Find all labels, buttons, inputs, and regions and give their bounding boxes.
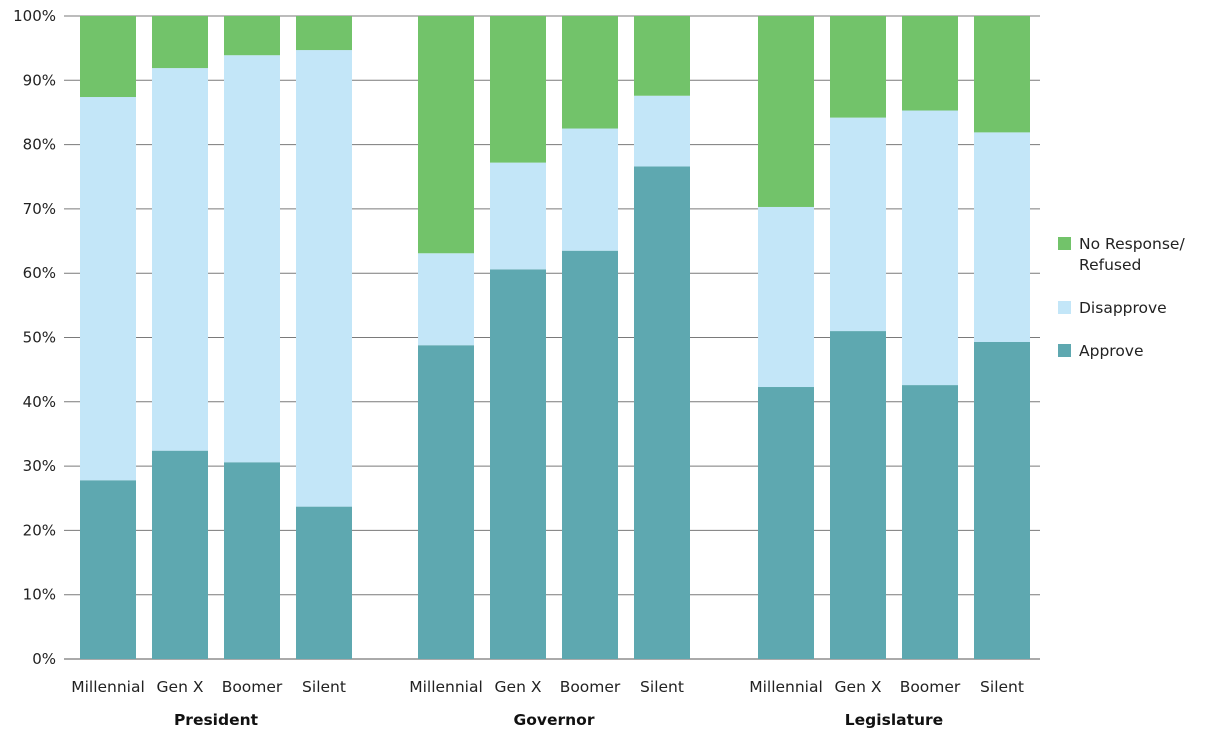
bar-segment-disapprove bbox=[902, 110, 958, 386]
x-axis-labels: Millennial Gen X Boomer Silent President Mill… bbox=[71, 678, 1024, 729]
bar-segment-disapprove bbox=[490, 162, 546, 270]
y-axis-ticks: 0% 10% 20% 30% 40% 50% 60% 70% 80% 90% 100% bbox=[13, 7, 56, 668]
group-label: President bbox=[174, 711, 259, 729]
legend: No Response/ Refused Disapprove Approve bbox=[1058, 234, 1208, 384]
legend-label: Approve bbox=[1079, 342, 1144, 360]
y-tick-label: 0% bbox=[32, 650, 56, 668]
legend-item: Disapprove bbox=[1058, 298, 1208, 319]
legend-swatch bbox=[1058, 344, 1071, 357]
group-label: Legislature bbox=[845, 711, 943, 729]
bar-segment-disapprove bbox=[830, 117, 886, 332]
bar-segment-no-response-refused bbox=[152, 16, 208, 69]
legend-swatch bbox=[1058, 301, 1071, 314]
bar-segment-no-response-refused bbox=[562, 16, 618, 129]
legend-swatch bbox=[1058, 237, 1071, 250]
y-tick-label: 70% bbox=[23, 200, 56, 218]
bar-segment-no-response-refused bbox=[224, 16, 280, 56]
bar-segment-approve bbox=[296, 506, 352, 659]
bar-segment-approve bbox=[902, 385, 958, 659]
bar-segment-approve bbox=[490, 269, 546, 659]
y-tick-label: 40% bbox=[23, 393, 56, 411]
bar-segment-no-response-refused bbox=[902, 16, 958, 111]
x-category-label: Silent bbox=[640, 678, 684, 696]
x-category-label: Boomer bbox=[560, 678, 621, 696]
x-category-label: Silent bbox=[980, 678, 1024, 696]
bar-segment-no-response-refused bbox=[974, 16, 1030, 133]
bar-segment-no-response-refused bbox=[758, 16, 814, 207]
x-category-label: Millennial bbox=[749, 678, 823, 696]
bar-segment-disapprove bbox=[152, 68, 208, 451]
y-tick-label: 30% bbox=[23, 457, 56, 475]
x-category-label: Millennial bbox=[409, 678, 483, 696]
bar-segment-no-response-refused bbox=[490, 16, 546, 163]
y-tick-label: 50% bbox=[23, 329, 56, 347]
bar-segment-disapprove bbox=[758, 206, 814, 388]
legend-label: No Response/ Refused bbox=[1079, 235, 1185, 274]
y-tick-label: 60% bbox=[23, 264, 56, 282]
y-tick-label: 20% bbox=[23, 521, 56, 539]
x-category-label: Gen X bbox=[835, 678, 882, 696]
x-category-label: Boomer bbox=[222, 678, 283, 696]
legend-label: Disapprove bbox=[1079, 299, 1167, 317]
bar-segment-disapprove bbox=[296, 50, 352, 507]
bar-segment-no-response-refused bbox=[296, 16, 352, 51]
bar-segment-no-response-refused bbox=[634, 16, 690, 96]
bar-segment-approve bbox=[80, 480, 136, 659]
y-tick-label: 10% bbox=[23, 586, 56, 604]
bar-segment-approve bbox=[830, 331, 886, 659]
bar-segment-disapprove bbox=[974, 132, 1030, 343]
gridlines bbox=[64, 15, 1040, 660]
bar-segment-approve bbox=[152, 450, 208, 659]
group-label: Governor bbox=[514, 711, 595, 729]
legend-item: Approve bbox=[1058, 341, 1208, 362]
bar-segment-approve bbox=[758, 387, 814, 659]
bar-segment-approve bbox=[974, 342, 1030, 659]
y-tick-label: 90% bbox=[23, 71, 56, 89]
x-category-label: Gen X bbox=[495, 678, 542, 696]
bars bbox=[80, 16, 1030, 659]
bar-segment-approve bbox=[224, 462, 280, 659]
legend-item: No Response/ Refused bbox=[1058, 234, 1208, 276]
bar-segment-approve bbox=[418, 345, 474, 659]
y-tick-label: 100% bbox=[13, 7, 56, 25]
bar-segment-approve bbox=[562, 250, 618, 659]
bar-segment-no-response-refused bbox=[830, 16, 886, 118]
bar-segment-no-response-refused bbox=[80, 16, 136, 98]
x-category-label: Gen X bbox=[157, 678, 204, 696]
bar-segment-disapprove bbox=[80, 97, 136, 481]
bar-segment-disapprove bbox=[634, 95, 690, 167]
x-category-label: Millennial bbox=[71, 678, 145, 696]
bar-segment-disapprove bbox=[418, 253, 474, 346]
bar-segment-approve bbox=[634, 166, 690, 659]
bar-segment-disapprove bbox=[562, 128, 618, 251]
x-category-label: Boomer bbox=[900, 678, 961, 696]
bar-segment-no-response-refused bbox=[418, 16, 474, 254]
bar-segment-disapprove bbox=[224, 55, 280, 463]
x-category-label: Silent bbox=[302, 678, 346, 696]
y-tick-label: 80% bbox=[23, 136, 56, 154]
